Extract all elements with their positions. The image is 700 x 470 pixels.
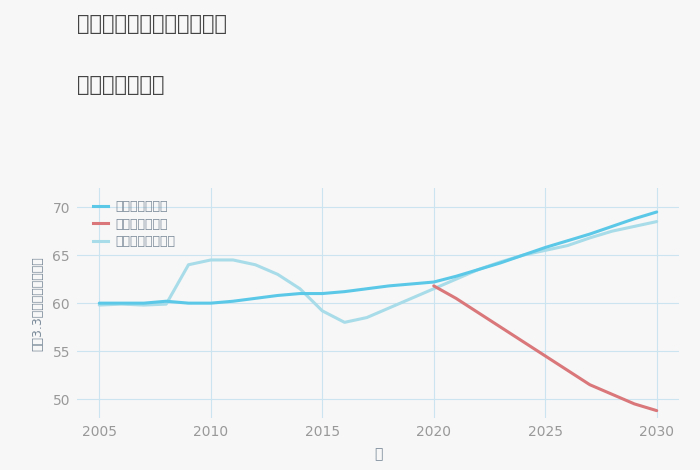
ノーマルシナリオ xyxy=(363,315,371,321)
グッドシナリオ xyxy=(407,281,416,287)
グッドシナリオ xyxy=(318,291,326,297)
Line: バッドシナリオ: バッドシナリオ xyxy=(434,286,657,411)
グッドシナリオ xyxy=(206,300,215,306)
グッドシナリオ xyxy=(519,252,527,258)
グッドシナリオ xyxy=(162,298,170,304)
Line: グッドシナリオ: グッドシナリオ xyxy=(99,212,657,303)
グッドシナリオ xyxy=(118,300,126,306)
ノーマルシナリオ xyxy=(118,301,126,307)
ノーマルシナリオ xyxy=(430,286,438,291)
ノーマルシナリオ xyxy=(541,248,550,253)
グッドシナリオ xyxy=(452,274,460,279)
ノーマルシナリオ xyxy=(452,276,460,282)
グッドシナリオ xyxy=(630,216,638,221)
ノーマルシナリオ xyxy=(184,262,192,267)
ノーマルシナリオ xyxy=(296,286,304,291)
X-axis label: 年: 年 xyxy=(374,447,382,462)
グッドシナリオ xyxy=(430,279,438,285)
Legend: グッドシナリオ, バッドシナリオ, ノーマルシナリオ: グッドシナリオ, バッドシナリオ, ノーマルシナリオ xyxy=(90,196,179,252)
ノーマルシナリオ xyxy=(630,224,638,229)
Text: 大阪府高槻市登美の里町の: 大阪府高槻市登美の里町の xyxy=(77,14,227,34)
グッドシナリオ xyxy=(385,283,393,289)
ノーマルシナリオ xyxy=(496,259,505,265)
ノーマルシナリオ xyxy=(564,243,572,248)
ノーマルシナリオ xyxy=(318,308,326,313)
ノーマルシナリオ xyxy=(385,305,393,311)
バッドシナリオ xyxy=(586,382,594,388)
バッドシナリオ xyxy=(430,283,438,289)
グッドシナリオ xyxy=(274,293,282,298)
グッドシナリオ xyxy=(296,291,304,297)
グッドシナリオ xyxy=(340,289,349,294)
ノーマルシナリオ xyxy=(206,257,215,263)
グッドシナリオ xyxy=(95,300,104,306)
ノーマルシナリオ xyxy=(519,252,527,258)
グッドシナリオ xyxy=(586,231,594,237)
グッドシナリオ xyxy=(541,245,550,251)
グッドシナリオ xyxy=(363,286,371,291)
グッドシナリオ xyxy=(229,298,237,304)
ノーマルシナリオ xyxy=(162,301,170,307)
ノーマルシナリオ xyxy=(251,262,260,267)
ノーマルシナリオ xyxy=(274,272,282,277)
ノーマルシナリオ xyxy=(586,235,594,241)
バッドシナリオ xyxy=(452,296,460,301)
グッドシナリオ xyxy=(608,224,616,229)
バッドシナリオ xyxy=(474,310,482,315)
バッドシナリオ xyxy=(564,368,572,373)
ノーマルシナリオ xyxy=(95,302,104,308)
ノーマルシナリオ xyxy=(229,257,237,263)
Line: ノーマルシナリオ: ノーマルシナリオ xyxy=(99,221,657,322)
バッドシナリオ xyxy=(608,392,616,397)
バッドシナリオ xyxy=(541,353,550,359)
グッドシナリオ xyxy=(474,267,482,273)
ノーマルシナリオ xyxy=(340,320,349,325)
グッドシナリオ xyxy=(652,209,661,215)
グッドシナリオ xyxy=(251,296,260,301)
ノーマルシナリオ xyxy=(407,296,416,301)
グッドシナリオ xyxy=(496,260,505,266)
バッドシナリオ xyxy=(652,408,661,414)
ノーマルシナリオ xyxy=(608,228,616,234)
グッドシナリオ xyxy=(140,300,148,306)
Y-axis label: 坪（3.3㎡）単価（万円）: 坪（3.3㎡）単価（万円） xyxy=(31,256,44,351)
ノーマルシナリオ xyxy=(652,219,661,224)
Text: 土地の価格推移: 土地の価格推移 xyxy=(77,75,164,95)
グッドシナリオ xyxy=(184,300,192,306)
グッドシナリオ xyxy=(564,238,572,243)
バッドシナリオ xyxy=(519,339,527,345)
バッドシナリオ xyxy=(496,324,505,330)
ノーマルシナリオ xyxy=(474,267,482,273)
バッドシナリオ xyxy=(630,401,638,407)
ノーマルシナリオ xyxy=(140,302,148,308)
